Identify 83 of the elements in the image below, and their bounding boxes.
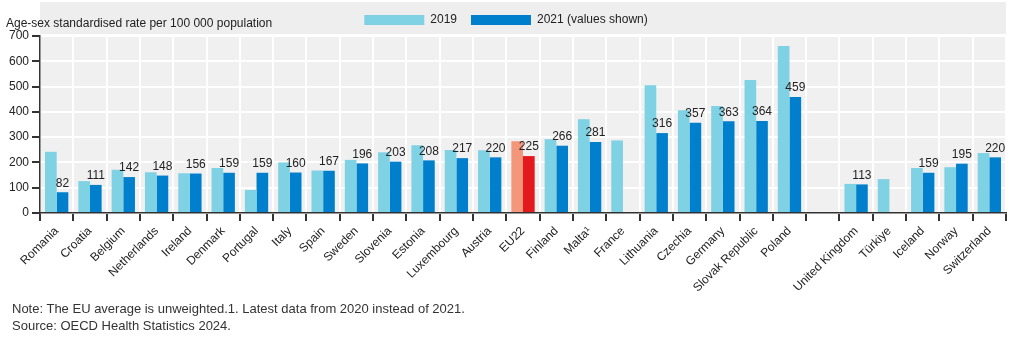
y-tick-label: 200 — [8, 154, 30, 169]
bar — [589, 141, 602, 212]
bar — [123, 177, 135, 212]
legend-label: 2019 — [430, 12, 458, 27]
bar — [223, 172, 235, 212]
bar — [356, 163, 369, 212]
bar — [178, 173, 190, 212]
data-label: 167 — [318, 154, 340, 169]
data-label: 316 — [652, 116, 673, 131]
bar — [311, 170, 324, 212]
bar — [944, 167, 957, 212]
data-label: 196 — [352, 146, 373, 161]
bar — [256, 172, 269, 212]
bar — [444, 150, 457, 212]
bar — [856, 184, 868, 212]
y-tick-label: 300 — [8, 129, 30, 144]
bar — [244, 189, 257, 212]
bar — [423, 160, 435, 212]
data-label: 159 — [918, 156, 939, 171]
bar — [989, 157, 1001, 212]
bar — [789, 96, 802, 212]
bar — [489, 157, 502, 212]
data-label: 208 — [418, 143, 440, 158]
bar — [111, 169, 124, 212]
bar — [56, 192, 69, 212]
bar — [211, 167, 224, 212]
data-label: 363 — [718, 104, 740, 119]
data-label: 195 — [951, 146, 973, 161]
data-label: 220 — [985, 140, 1006, 155]
data-label: 266 — [552, 129, 573, 144]
bar — [323, 170, 335, 212]
bar — [89, 184, 102, 212]
y-tick-label: 700 — [8, 28, 30, 43]
bar — [78, 181, 90, 212]
data-label: 159 — [252, 156, 273, 171]
x-tick-label: Italy — [268, 223, 295, 250]
data-label: 160 — [285, 155, 306, 170]
data-label: 281 — [585, 125, 606, 140]
bar — [189, 173, 202, 212]
bar — [289, 172, 302, 212]
bar — [478, 150, 490, 212]
data-label: 82 — [55, 175, 70, 190]
data-label: 148 — [152, 158, 173, 173]
bar — [45, 151, 57, 212]
bar — [756, 120, 768, 212]
data-label: 142 — [119, 160, 140, 175]
data-label: 217 — [452, 141, 473, 156]
bar — [144, 172, 157, 212]
bar — [344, 159, 357, 212]
bar — [556, 145, 568, 212]
text: Note: The EU average is unweighted.1. Latest data from 2020 instead of 2021. — [12, 300, 465, 317]
data-label: 113 — [852, 167, 872, 182]
y-tick-label: 100 — [8, 180, 30, 195]
data-label: 459 — [785, 80, 806, 95]
bar — [389, 161, 402, 212]
bar — [156, 175, 169, 212]
bar — [656, 133, 668, 212]
y-tick-label: 0 — [22, 205, 30, 220]
bar — [922, 172, 935, 212]
bar — [977, 153, 990, 212]
bar — [611, 140, 623, 212]
bar — [722, 121, 735, 212]
y-tick-label: 500 — [8, 78, 30, 93]
data-label: 156 — [185, 156, 207, 171]
bar — [544, 139, 557, 212]
bar — [456, 158, 469, 212]
data-label: 203 — [385, 144, 406, 159]
bar — [844, 183, 857, 212]
y-tick-label: 400 — [8, 104, 30, 119]
y-axis-title: Age-sex standardised rate per 100 000 population — [6, 16, 273, 31]
data-label: 111 — [86, 168, 106, 183]
data-label: 357 — [685, 106, 706, 121]
y-tick-label: 600 — [8, 53, 30, 68]
bar — [523, 156, 535, 212]
bar — [877, 179, 890, 212]
data-label: 220 — [485, 140, 506, 155]
bar — [689, 122, 702, 212]
bar — [911, 167, 923, 212]
data-label: 159 — [219, 156, 240, 171]
legend-label: 2021 (values shown) — [536, 12, 648, 27]
bar — [956, 163, 968, 212]
data-label: 364 — [751, 104, 773, 119]
source-note: Source: OECD Health Statistics 2024. — [12, 317, 232, 334]
